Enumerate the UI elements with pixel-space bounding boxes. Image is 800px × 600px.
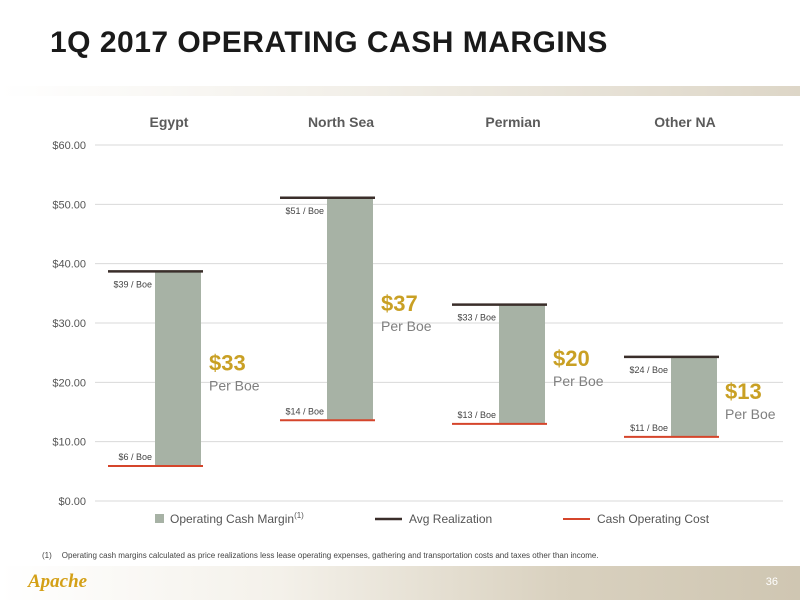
margin-value-label: $33 bbox=[209, 351, 246, 376]
apache-logo: Apache bbox=[28, 571, 88, 592]
page-title: 1Q 2017 OPERATING CASH MARGINS bbox=[50, 26, 608, 59]
footer-bar bbox=[0, 566, 800, 600]
margin-value-label: $13 bbox=[725, 379, 762, 404]
margin-unit-label: Per Boe bbox=[725, 406, 776, 422]
cash-cost-label: $6 / Boe bbox=[118, 452, 152, 462]
margin-bar bbox=[499, 304, 545, 424]
margin-bar bbox=[327, 197, 373, 421]
y-tick-label: $30.00 bbox=[52, 318, 86, 330]
avg-realization-label: $39 / Boe bbox=[113, 279, 152, 289]
category-label: Egypt bbox=[150, 114, 189, 130]
y-tick-label: $20.00 bbox=[52, 377, 86, 389]
footnote: (1) Operating cash margins calculated as … bbox=[42, 551, 599, 560]
avg-realization-label: $33 / Boe bbox=[457, 313, 496, 323]
y-tick-label: $40.00 bbox=[52, 259, 86, 271]
avg-realization-label: $51 / Boe bbox=[285, 206, 324, 216]
y-tick-label: $10.00 bbox=[52, 437, 86, 449]
legend-label-cash-operating-cost: Cash Operating Cost bbox=[597, 512, 710, 526]
y-tick-label: $60.00 bbox=[52, 140, 86, 152]
footnote-number: (1) bbox=[42, 551, 52, 560]
margin-value-label: $20 bbox=[553, 346, 590, 371]
footnote-text: Operating cash margins calculated as pri… bbox=[61, 551, 599, 560]
title-divider bbox=[0, 86, 800, 96]
category-label: North Sea bbox=[308, 114, 374, 130]
margin-bar bbox=[155, 271, 201, 466]
margin-unit-label: Per Boe bbox=[381, 318, 432, 334]
margin-unit-label: Per Boe bbox=[553, 373, 604, 389]
legend-label-avg-realization: Avg Realization bbox=[409, 512, 492, 526]
operating-cash-margin-chart: $0.00 $10.00 $20.00 $30.00 $40.00 $50.00 $60.0… bbox=[52, 114, 783, 526]
y-tick-label: $50.00 bbox=[52, 199, 86, 211]
page-number: 36 bbox=[765, 576, 778, 588]
margin-value-label: $37 bbox=[381, 291, 418, 316]
margin-unit-label: Per Boe bbox=[209, 378, 260, 394]
y-tick-label: $0.00 bbox=[58, 496, 86, 508]
category-label: Permian bbox=[485, 114, 540, 130]
avg-realization-label: $24 / Boe bbox=[629, 365, 668, 375]
legend-label-margin: Operating Cash Margin(1) bbox=[170, 511, 304, 526]
margin-bar bbox=[671, 356, 717, 437]
cash-cost-label: $11 / Boe bbox=[630, 423, 668, 433]
legend-margin-name: Operating Cash Margin bbox=[170, 512, 294, 526]
category-label: Other NA bbox=[654, 114, 715, 130]
cash-cost-label: $14 / Boe bbox=[285, 406, 324, 416]
legend-swatch-margin bbox=[155, 514, 164, 523]
legend-margin-superscript: (1) bbox=[294, 511, 304, 520]
cash-cost-label: $13 / Boe bbox=[457, 410, 496, 420]
